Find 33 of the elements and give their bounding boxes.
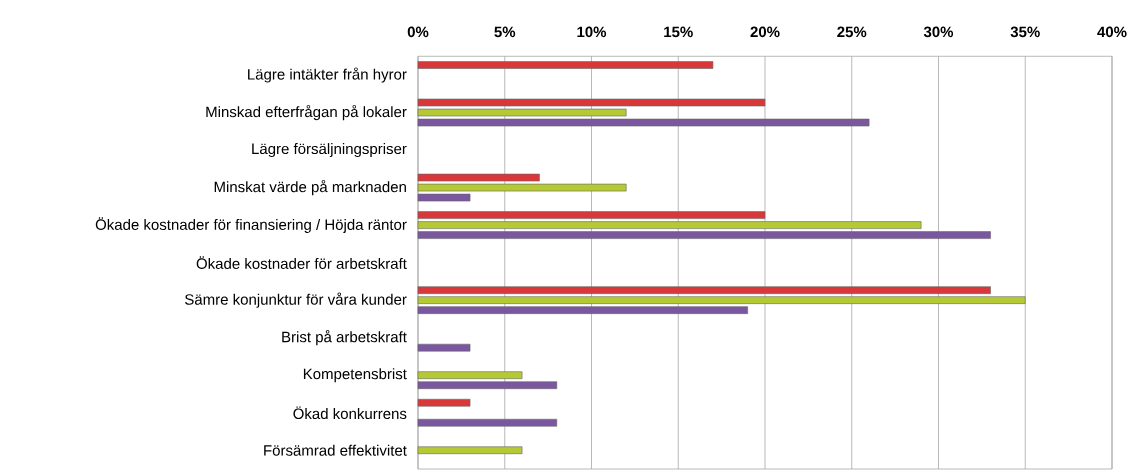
y-tick-label: Minskat värde på marknaden [214,180,406,196]
bar [417,231,991,239]
y-tick-label: Sämre konjunktur för våra kunder [185,292,407,308]
y-tick-label: Ökade kostnader för finansiering / Höjda räntor [95,217,407,233]
bar [417,296,1026,304]
x-tick-label: 25% [837,26,867,38]
x-tick-label: 30% [923,26,954,38]
bar [417,211,766,219]
bar [417,61,714,69]
bar [417,381,558,389]
y-tick-label: Brist på arbetskraft [282,330,407,346]
y-tick-label: Ökade kostnader för arbetskraft [196,256,407,269]
x-tick-label: 20% [750,26,780,38]
y-tick-label: Ökad konkurrens [293,406,407,420]
y-tick-label: Kompetensbrist [303,368,407,383]
x-tick-label: 5% [494,26,516,38]
x-tick-label: 40% [1097,26,1127,38]
y-tick-label: Lägre intäkter från hyror [248,67,407,83]
y-tick-label: Försämrad effektivitet [264,444,407,456]
bar [417,343,471,352]
bar [417,446,523,455]
x-tick-label: 15% [664,26,693,38]
x-tick-label: 35% [1010,26,1040,38]
bar [417,398,471,407]
bar [417,221,922,229]
y-tick-label: Minskad efterfrågan på lokaler [206,104,407,121]
y-tick-label: Lägre försäljningspriser [252,143,407,158]
bar [417,306,748,314]
bar [417,286,991,294]
bar [417,418,558,427]
x-tick-label: 10% [577,26,607,38]
x-tick-label: 0% [407,26,429,38]
bar [417,371,523,379]
